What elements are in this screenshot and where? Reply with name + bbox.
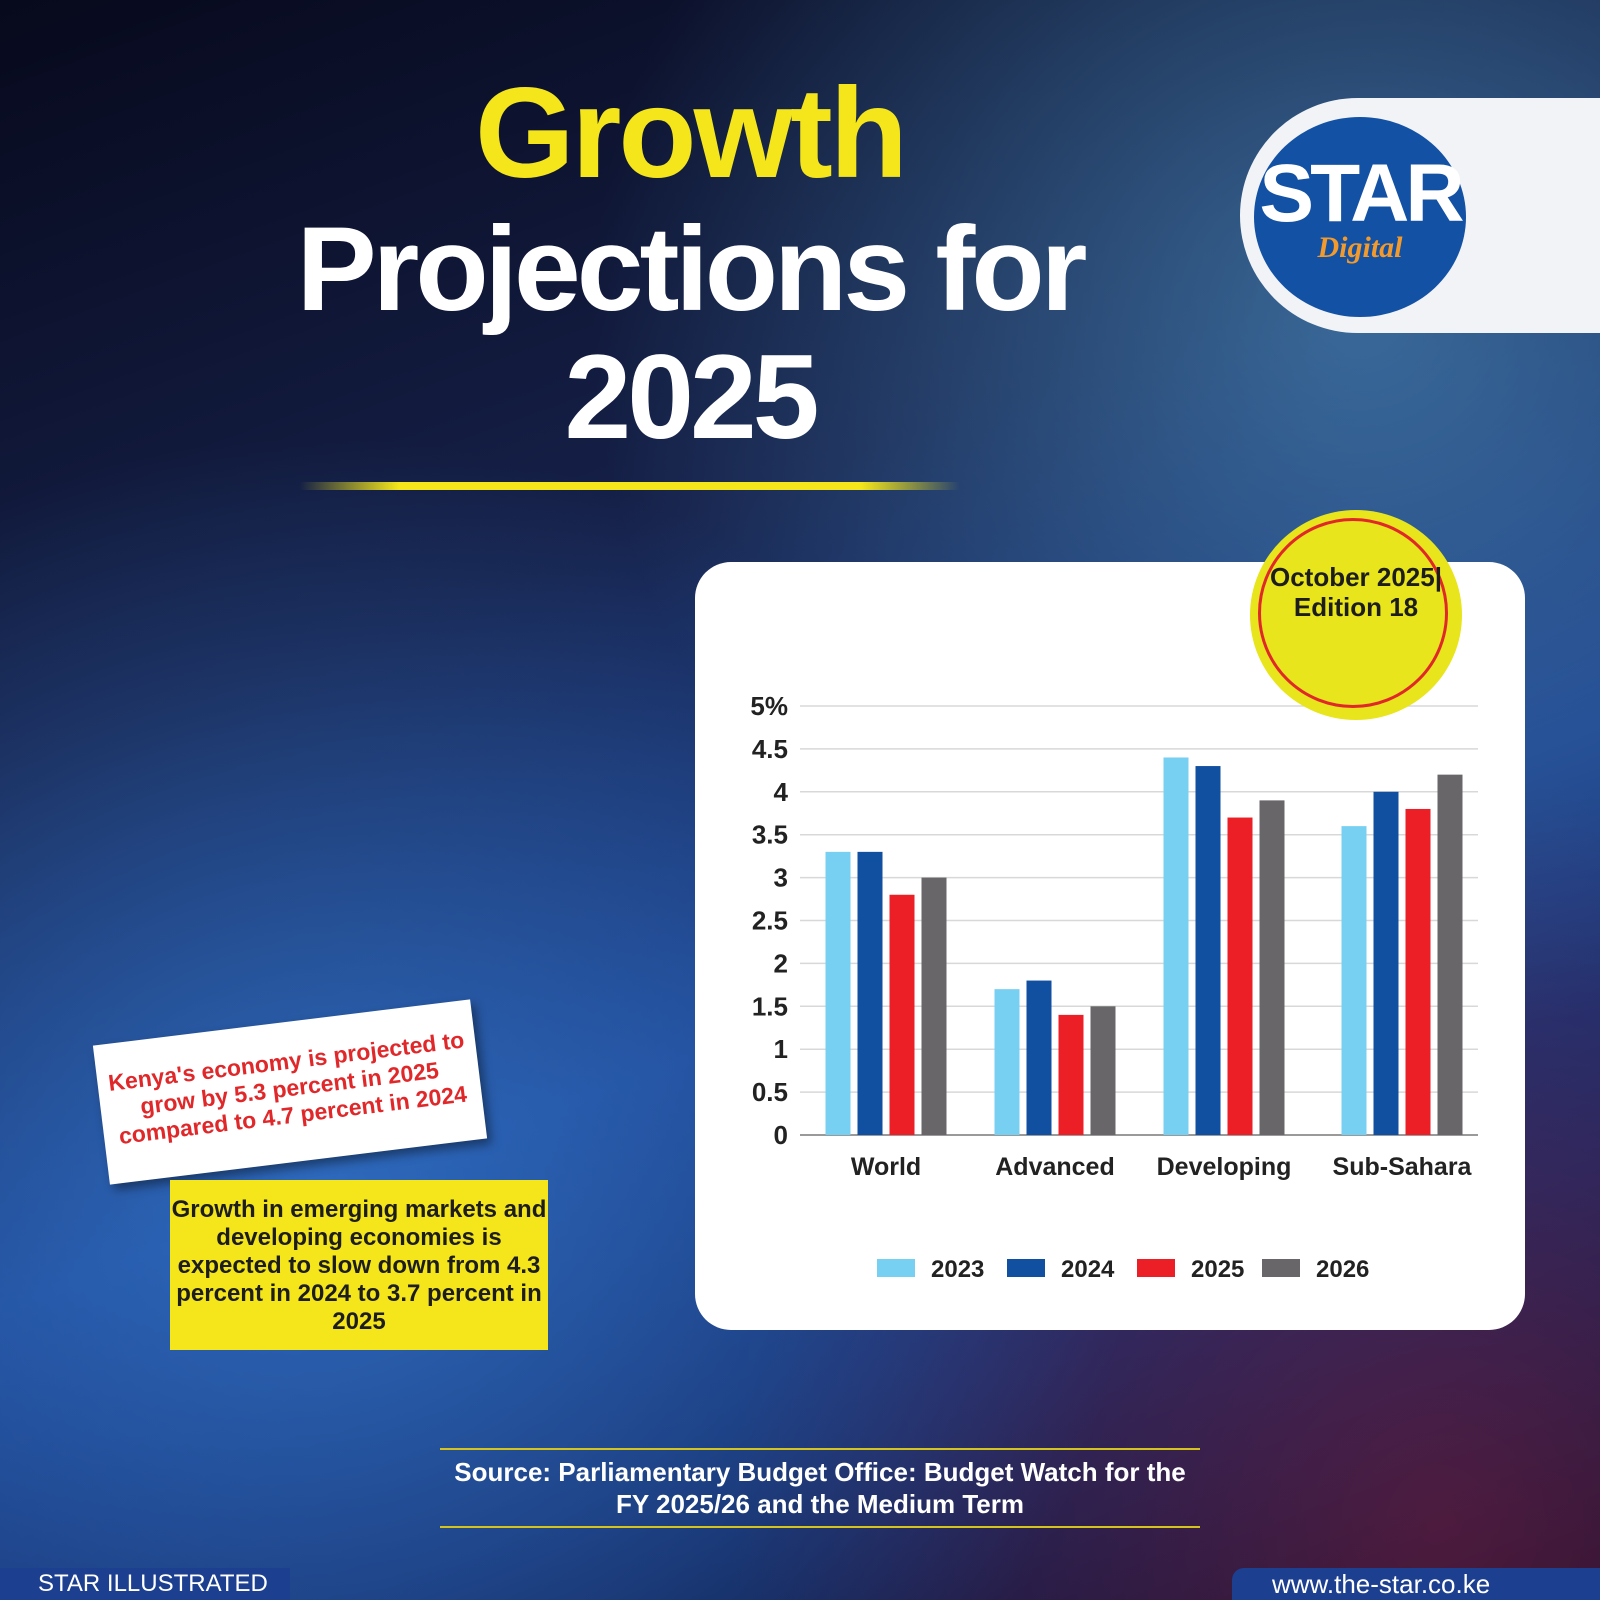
bar-world-2026: [921, 877, 947, 1135]
y-tick-label: 0: [774, 1120, 788, 1150]
legend-label: 2023: [931, 1256, 984, 1283]
source-line2: FY 2025/26 and the Medium Term: [616, 1489, 1024, 1519]
x-tick-label: World: [851, 1153, 921, 1181]
bar-sub-sahara-2024: [1373, 791, 1399, 1135]
emerging-note: Growth in emerging markets and developin…: [170, 1180, 548, 1350]
bar-world-2023: [825, 851, 851, 1135]
x-tick-label: Sub-Sahara: [1333, 1153, 1473, 1181]
legend-swatch-2025: [1137, 1259, 1175, 1277]
legend-label: 2026: [1316, 1256, 1369, 1283]
bar-advanced-2023: [994, 989, 1020, 1135]
bar-world-2025: [889, 894, 915, 1135]
edition-text: October 2025| Edition 18: [1269, 562, 1443, 622]
source-caption: Source: Parliamentary Budget Office: Bud…: [440, 1448, 1200, 1528]
y-tick-label: 1.5: [752, 991, 788, 1021]
bar-advanced-2025: [1058, 1014, 1084, 1135]
bar-sub-sahara-2025: [1405, 808, 1431, 1135]
legend-swatch-2026: [1262, 1259, 1300, 1277]
title-underline: [300, 482, 960, 490]
legend-label: 2025: [1191, 1256, 1244, 1283]
y-tick-label: 0.5: [752, 1077, 788, 1107]
title-line3: 2025: [564, 330, 820, 464]
logo-name: STAR: [1259, 148, 1464, 239]
x-tick-label: Developing: [1157, 1153, 1292, 1181]
bar-developing-2025: [1227, 817, 1253, 1135]
legend-swatch-2024: [1007, 1259, 1045, 1277]
bar-developing-2023: [1163, 757, 1189, 1135]
y-tick-label: 2: [774, 948, 788, 978]
legend-label: 2024: [1061, 1256, 1115, 1283]
source-line1: Source: Parliamentary Budget Office: Bud…: [454, 1457, 1186, 1487]
y-tick-label: 4.5: [752, 734, 788, 764]
y-tick-label: 5%: [750, 691, 788, 721]
footer-label: STAR ILLUSTRATED: [0, 1568, 290, 1600]
title-growth: Growth: [475, 62, 908, 205]
edition-sticker: October 2025| Edition 18: [1250, 510, 1462, 720]
bar-sub-sahara-2026: [1437, 774, 1463, 1135]
logo-sub: Digital: [1317, 231, 1403, 264]
bar-developing-2024: [1195, 766, 1221, 1135]
y-tick-label: 4: [774, 777, 789, 807]
star-digital-logo: STAR Digital: [1254, 117, 1466, 317]
title-line2: Projections for: [296, 202, 1088, 336]
y-tick-label: 3: [774, 863, 788, 893]
bar-advanced-2026: [1090, 1006, 1116, 1135]
bar-sub-sahara-2023: [1341, 826, 1367, 1135]
title-projections: Projections for 2025: [0, 205, 1380, 461]
x-tick-label: Advanced: [995, 1153, 1114, 1181]
bar-world-2024: [857, 851, 883, 1135]
y-tick-label: 2.5: [752, 906, 788, 936]
footer-url[interactable]: www.the-star.co.ke: [1232, 1568, 1600, 1600]
y-tick-label: 3.5: [752, 820, 788, 850]
legend-swatch-2023: [877, 1259, 915, 1277]
bar-advanced-2024: [1026, 980, 1052, 1135]
bar-developing-2026: [1259, 800, 1285, 1135]
y-tick-label: 1: [774, 1034, 788, 1064]
